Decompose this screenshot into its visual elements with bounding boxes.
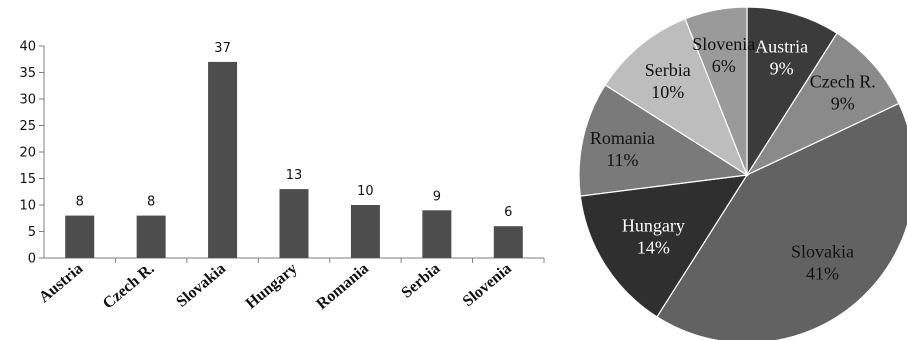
pie-slice-label: Slovenia [692,34,755,54]
bar [136,215,166,258]
y-tick-label: 15 [19,172,36,187]
pie-slice [604,18,749,177]
y-tick-label: 5 [28,225,36,240]
x-category-label: Hungary [243,260,301,312]
bar-value-label: 13 [286,168,303,183]
pie-slice-label: Austria [755,37,808,57]
pie-slice [745,32,900,177]
bar-value-label: 6 [504,205,512,220]
bar [493,226,523,258]
y-tick-label: 40 [19,40,36,55]
pie-slice-percent: 9% [831,94,855,114]
y-tick-label: 10 [19,199,36,214]
pie-slice-label: Serbia [645,60,691,80]
bar-value-label: 10 [357,184,374,199]
y-tick-label: 25 [19,119,36,134]
pie-slice [684,6,748,176]
x-category-label: Romania [313,260,372,313]
bar [279,189,309,258]
pie-slice-label: Romania [590,128,655,148]
x-category-label: Austria [36,260,86,306]
bar-value-label: 8 [147,195,155,210]
pie-slice-label: Slovakia [791,242,854,262]
pie-slice-percent: 14% [637,237,670,257]
bar-value-label: 37 [214,41,231,56]
y-tick-label: 35 [19,66,36,81]
pie-slice-percent: 6% [712,56,736,76]
bar-value-label: 8 [76,195,84,210]
bar-value-label: 9 [433,189,441,204]
y-tick-label: 20 [19,146,36,161]
pie-slice [578,84,749,197]
bar [208,61,238,259]
pie-slice-percent: 10% [651,82,684,102]
bar [350,205,380,258]
x-category-label: Czech R. [100,260,158,312]
x-category-label: Slovakia [173,260,229,311]
pie-slice [746,6,838,178]
bar [422,210,452,258]
bar-chart: 0 5 10 15 20 25 30 35 40 8 Austria 8 Czech R. 37 Slova… [19,40,545,313]
pie-slice-label: Hungary [622,215,685,235]
x-category-label: Serbia [398,260,443,302]
x-category-label: Slovenia [460,260,515,310]
pie-slice [579,174,749,318]
y-tick-label: 0 [28,252,36,267]
pie-slice-percent: 9% [770,59,794,79]
bar [65,215,95,258]
pie-slice-percent: 11% [606,150,638,170]
pie-slice-percent: 41% [806,264,839,284]
pie-slice-label: Czech R. [810,72,876,92]
y-tick-label: 30 [19,93,36,108]
pie-slice [656,102,907,340]
